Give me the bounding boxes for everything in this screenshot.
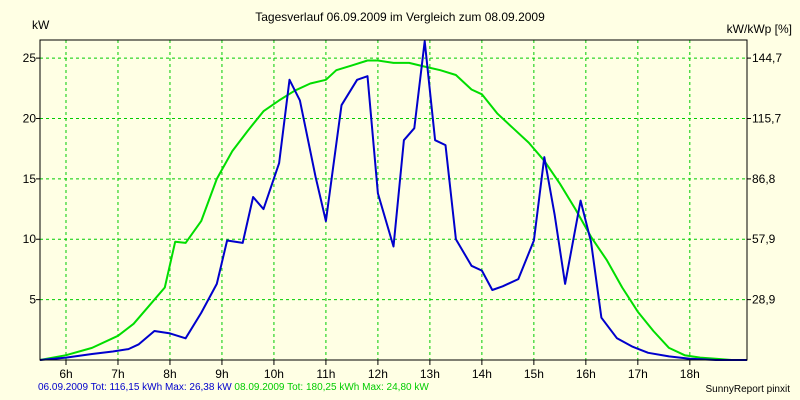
series-line-1 bbox=[39, 40, 747, 361]
y-left-tick-label: 5 bbox=[29, 293, 36, 307]
x-tick-label: 13h bbox=[420, 367, 440, 381]
x-tick-label: 15h bbox=[524, 367, 544, 381]
series-line-2 bbox=[39, 59, 747, 361]
grid bbox=[40, 40, 747, 360]
y-right-tick-label: 57,9 bbox=[752, 232, 776, 246]
x-tick-label: 18h bbox=[680, 367, 700, 381]
y-left-tick-label: 10 bbox=[23, 232, 37, 246]
axes: 6h 7h 8h 9h 10h 11h 12h 13h 14h 15h 16h 17h 18h 5 10 15… bbox=[23, 51, 783, 381]
x-tick-label: 12h bbox=[368, 367, 388, 381]
y-left-tick-label: 20 bbox=[23, 111, 37, 125]
y-right-tick-label: 115,7 bbox=[752, 111, 781, 125]
credit-label: SunnyReport pinxit bbox=[705, 384, 791, 395]
x-tick-label: 14h bbox=[472, 367, 492, 381]
y-right-tick-label: 144,7 bbox=[752, 51, 782, 65]
y-axis-left-unit: kW bbox=[32, 18, 50, 32]
x-tick-label: 7h bbox=[111, 367, 124, 381]
x-tick-label: 9h bbox=[215, 367, 228, 381]
y-right-tick-label: 28,9 bbox=[752, 293, 776, 307]
y-axis-right-unit: kW/kWp [%] bbox=[726, 22, 792, 36]
legend-series-2: 08.09.2009 Tot: 180,25 kWh Max: 24,80 kW bbox=[234, 382, 429, 393]
x-tick-label: 6h bbox=[59, 367, 72, 381]
legend: 06.09.2009 Tot: 116,15 kWh Max: 26,38 kW… bbox=[38, 382, 429, 393]
plot-frame bbox=[39, 39, 748, 361]
x-tick-label: 8h bbox=[163, 367, 176, 381]
y-left-tick-label: 15 bbox=[23, 172, 37, 186]
y-right-tick-label: 86,8 bbox=[752, 172, 776, 186]
x-tick-label: 11h bbox=[316, 367, 335, 381]
x-tick-label: 17h bbox=[628, 367, 648, 381]
x-tick-label: 10h bbox=[264, 367, 284, 381]
y-left-tick-label: 25 bbox=[23, 51, 37, 65]
chart-title: Tagesverlauf 06.09.2009 im Vergleich zum… bbox=[255, 10, 545, 24]
series-layer bbox=[39, 40, 747, 361]
x-tick-label: 16h bbox=[576, 367, 596, 381]
legend-series-1: 06.09.2009 Tot: 116,15 kWh Max: 26,38 kW bbox=[38, 382, 232, 393]
